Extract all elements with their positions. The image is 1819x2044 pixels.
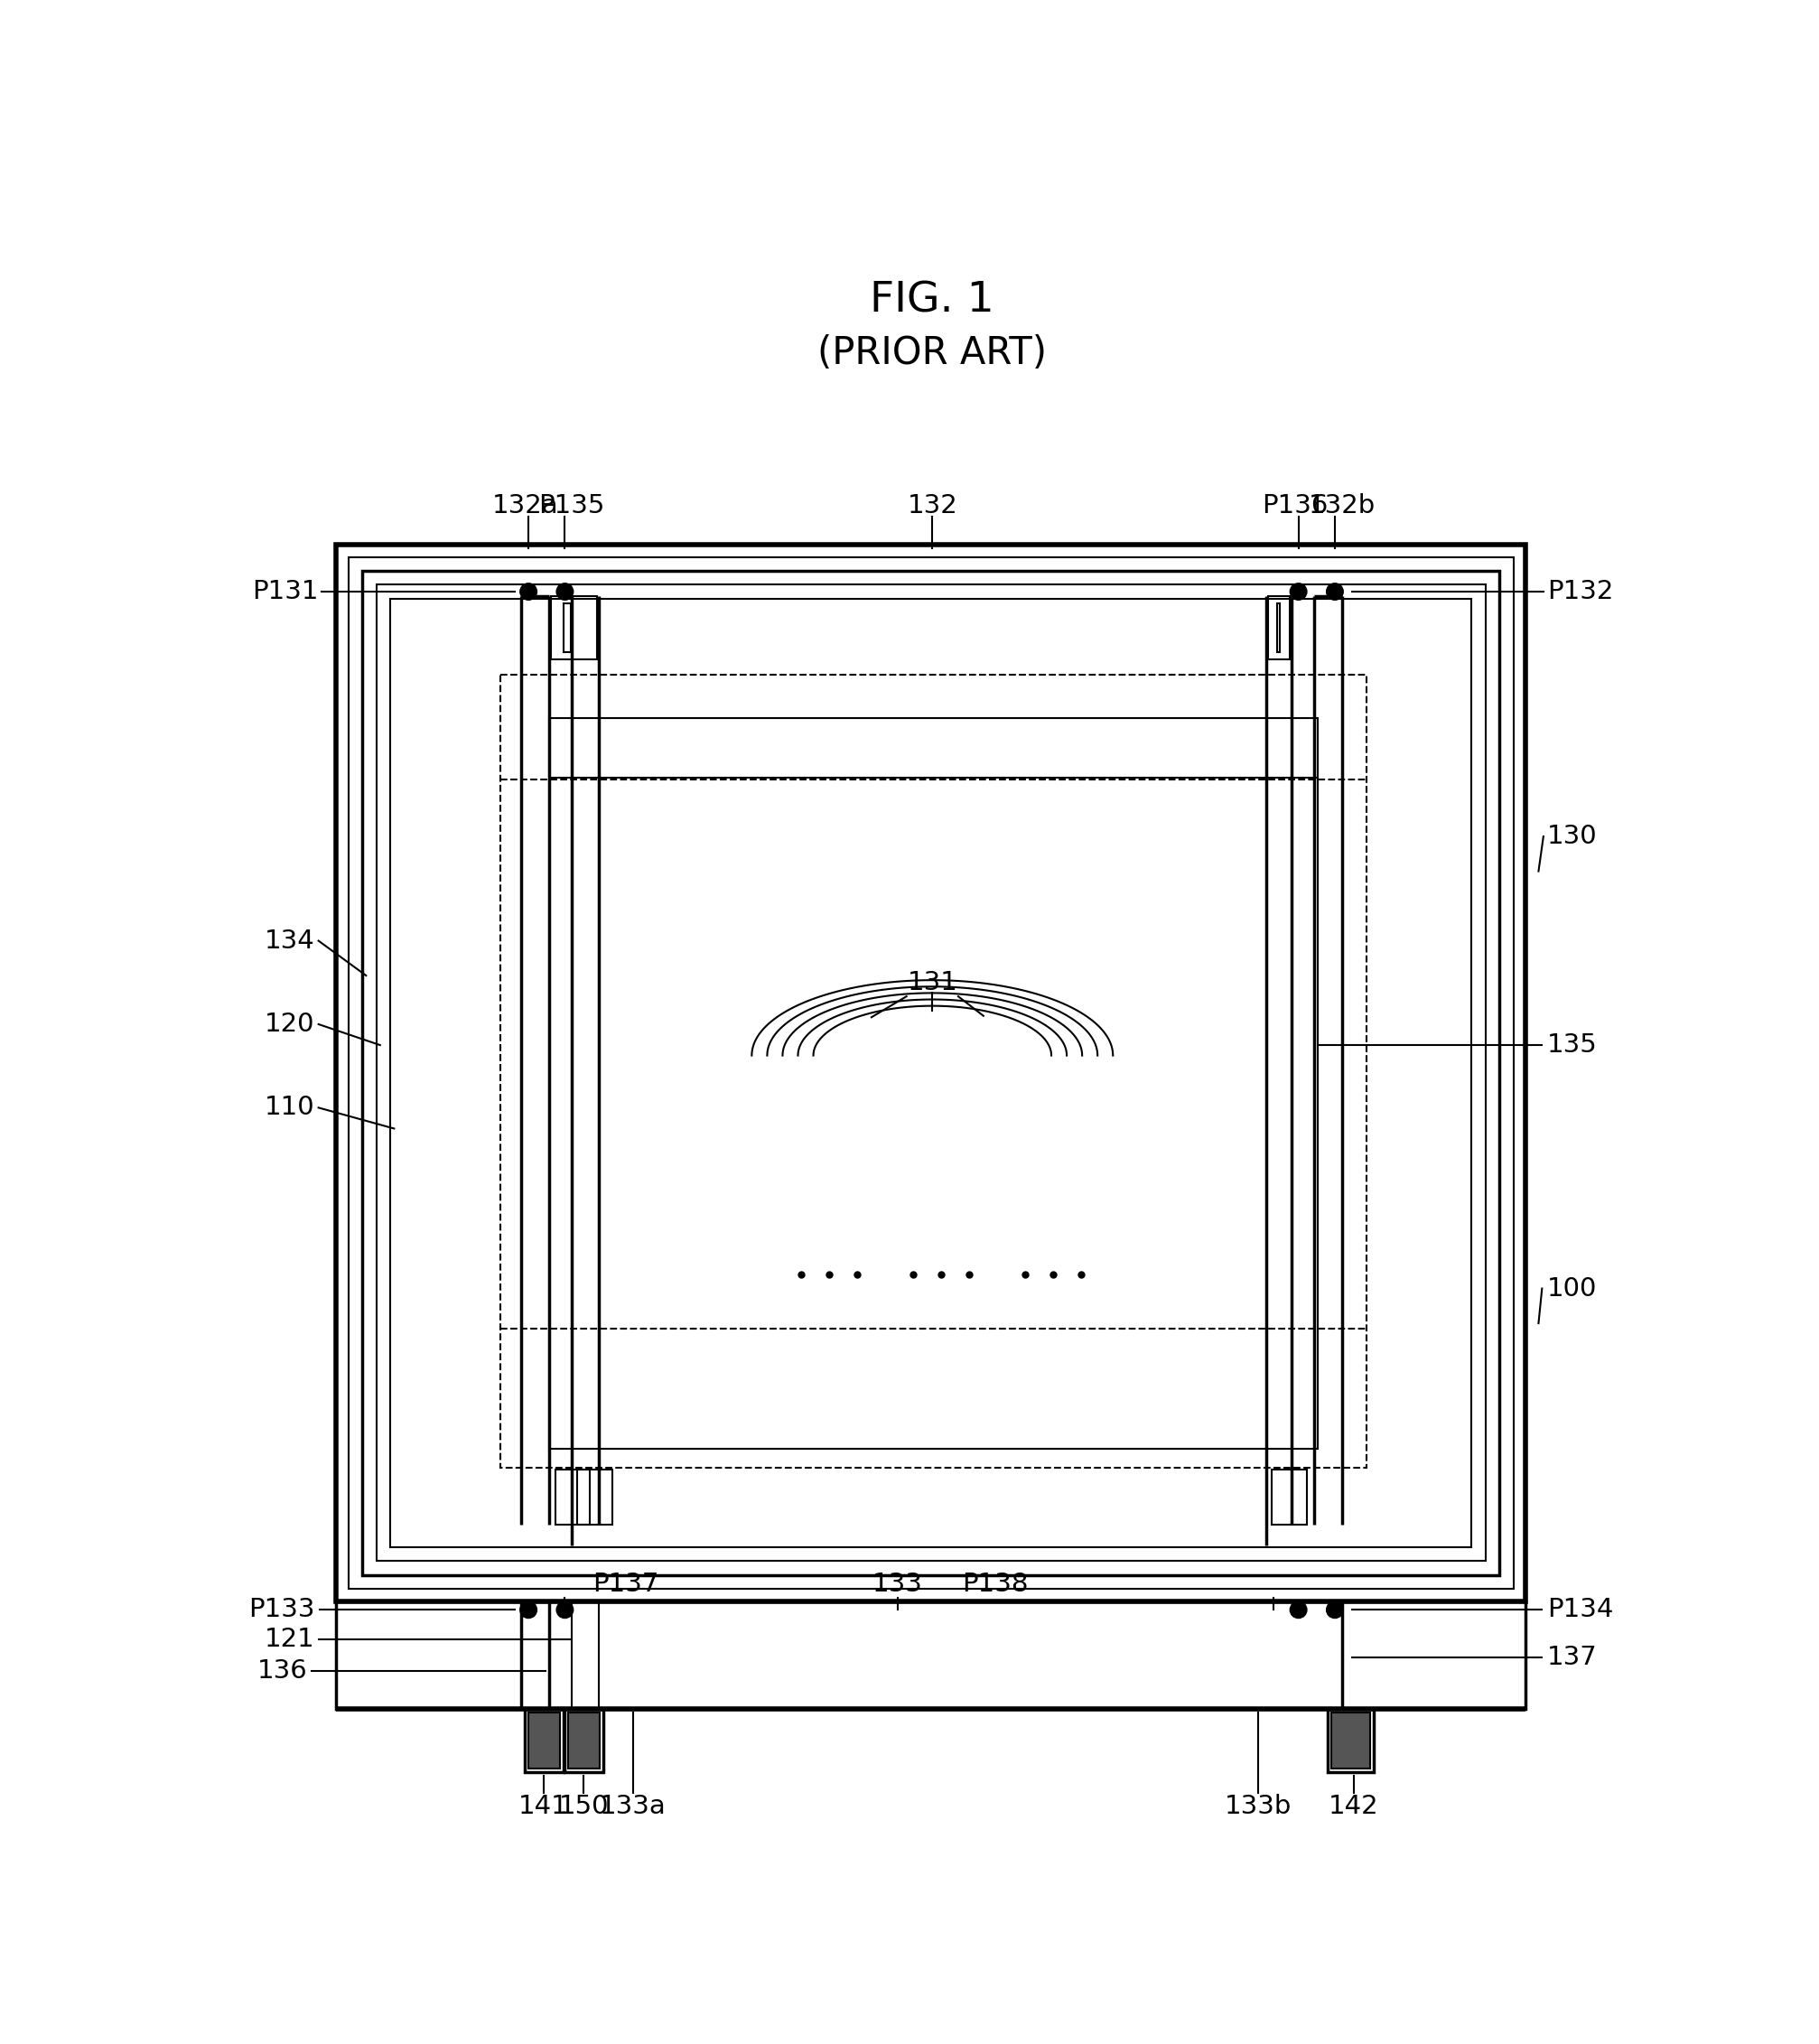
Text: P132: P132 — [1546, 578, 1612, 605]
Bar — [1271, 1470, 1306, 1525]
Text: 132a: 132a — [491, 493, 558, 519]
Circle shape — [1290, 583, 1306, 601]
Text: 133a: 133a — [598, 1795, 666, 1819]
Bar — [568, 1713, 600, 1768]
Circle shape — [1290, 1600, 1306, 1619]
Bar — [1332, 1713, 1370, 1768]
Circle shape — [557, 1600, 573, 1619]
Text: P131: P131 — [253, 578, 318, 605]
Circle shape — [1326, 1600, 1342, 1619]
Text: P133: P133 — [249, 1596, 315, 1623]
Bar — [1268, 597, 1290, 658]
Text: 136: 136 — [258, 1658, 307, 1684]
Bar — [500, 675, 1366, 1468]
Text: 132b: 132b — [1308, 493, 1375, 519]
Text: 135: 135 — [1546, 1032, 1597, 1057]
Text: 133b: 133b — [1224, 1795, 1291, 1819]
Bar — [349, 556, 1513, 1588]
Text: 121: 121 — [264, 1627, 315, 1652]
Bar — [551, 597, 597, 658]
Text: P134: P134 — [1546, 1596, 1612, 1623]
Text: (PRIOR ART): (PRIOR ART) — [817, 333, 1046, 372]
Text: 120: 120 — [266, 1012, 315, 1036]
Text: P138: P138 — [962, 1572, 1028, 1596]
Bar — [337, 1600, 1524, 1709]
Circle shape — [520, 583, 537, 601]
Text: 130: 130 — [1546, 824, 1597, 848]
Text: 142: 142 — [1328, 1795, 1379, 1819]
Circle shape — [1326, 583, 1342, 601]
Text: 150: 150 — [558, 1795, 609, 1819]
Bar — [528, 1713, 560, 1768]
Bar — [555, 1470, 589, 1525]
Text: 131: 131 — [906, 969, 957, 995]
Text: 100: 100 — [1546, 1275, 1595, 1302]
Text: 141: 141 — [518, 1795, 569, 1819]
Text: P137: P137 — [593, 1572, 658, 1596]
Bar — [549, 717, 1317, 1449]
Circle shape — [557, 583, 573, 601]
Text: 137: 137 — [1546, 1645, 1597, 1670]
Text: 134: 134 — [264, 928, 315, 953]
Bar — [577, 1470, 613, 1525]
Text: 133: 133 — [871, 1572, 922, 1596]
Bar — [1277, 603, 1279, 652]
Circle shape — [520, 1600, 537, 1619]
Text: 110: 110 — [264, 1096, 315, 1120]
Text: P136: P136 — [1261, 493, 1328, 519]
Bar — [1328, 1709, 1373, 1772]
Bar — [564, 1709, 604, 1772]
Bar — [524, 1709, 564, 1772]
Bar — [362, 570, 1499, 1576]
Bar — [564, 603, 569, 652]
Bar — [337, 544, 1524, 1600]
Bar — [391, 599, 1470, 1547]
Text: P135: P135 — [538, 493, 604, 519]
Text: 132: 132 — [906, 493, 957, 519]
Text: FIG. 1: FIG. 1 — [869, 280, 993, 321]
Bar — [377, 585, 1484, 1562]
